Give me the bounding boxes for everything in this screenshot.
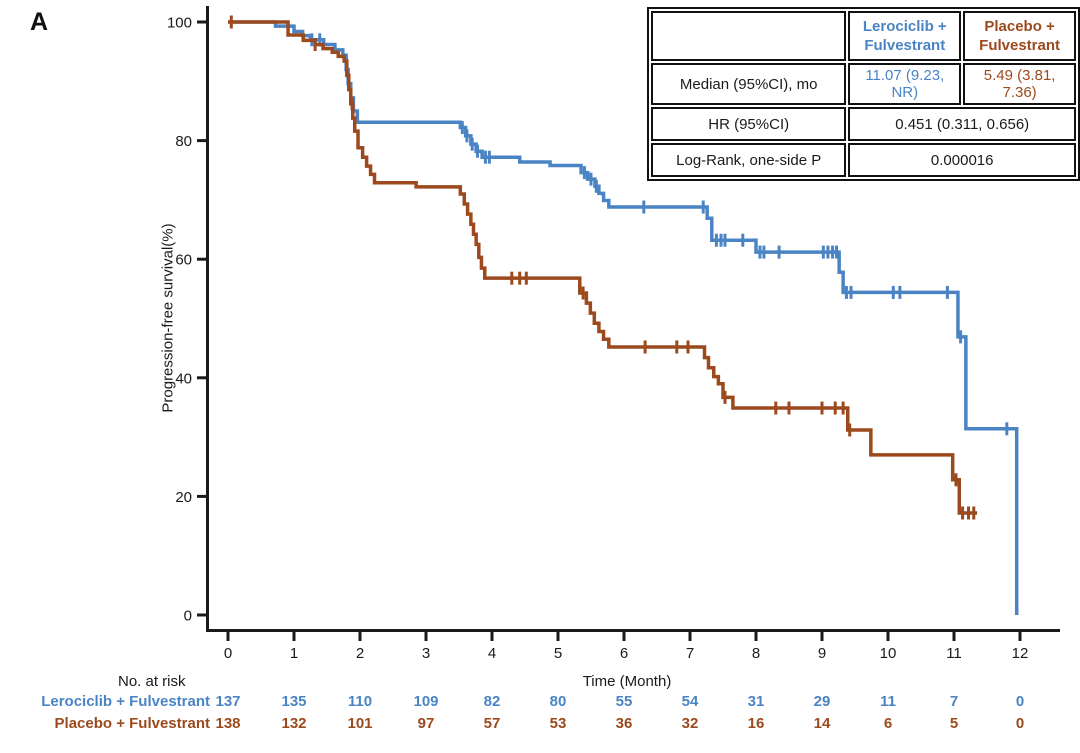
stats-logrank-row: Log-Rank, one-side P 0.000016	[651, 143, 1076, 177]
risk-count: 80	[549, 693, 567, 710]
risk-count: 14	[813, 715, 831, 732]
x-tick-label: 2	[356, 645, 364, 662]
y-axis-title: Progression-free survival(%)	[159, 223, 177, 413]
x-axis-title: Time (Month)	[582, 673, 672, 690]
stats-col-header-lerociclib: Lerociclib + Fulvestrant	[848, 11, 962, 61]
stats-header-row: Lerociclib + Fulvestrant Placebo + Fulve…	[651, 11, 1076, 61]
stats-col-lerociclib-line2: Fulvestrant	[864, 37, 946, 54]
x-tick-label: 0	[224, 645, 232, 662]
risk-count: 97	[417, 715, 435, 732]
risk-count: 82	[483, 693, 501, 710]
risk-count: 135	[281, 693, 307, 710]
risk-count: 7	[949, 693, 959, 710]
risk-count: 31	[747, 693, 765, 710]
y-axis: 0 20 40 60 80 100	[167, 6, 209, 632]
x-tick-label: 1	[290, 645, 298, 662]
x-tick-label: 11	[946, 645, 962, 662]
stats-logrank-value: 0.000016	[848, 143, 1076, 177]
risk-count: 32	[681, 715, 699, 732]
series-placebo	[228, 15, 978, 520]
risk-count: 29	[813, 693, 831, 710]
stats-empty-cell	[651, 11, 847, 61]
risk-count: 132	[281, 715, 307, 732]
y-tick-label: 40	[175, 370, 192, 387]
panel-label: A	[30, 8, 49, 36]
stats-col-lerociclib-line1: Lerociclib +	[862, 18, 947, 35]
risk-count: 11	[880, 693, 896, 710]
risk-row-label-lerociclib: Lerociclib + Fulvestrant	[41, 693, 210, 710]
stats-col-placebo-line1: Placebo +	[984, 18, 1055, 35]
x-tick-label: 4	[488, 645, 496, 662]
risk-count: 54	[681, 693, 699, 710]
risk-count: 55	[615, 693, 633, 710]
risk-count: 5	[949, 715, 959, 732]
x-tick-label: 12	[1012, 645, 1029, 662]
x-tick-label: 9	[818, 645, 826, 662]
stats-median-value-lerociclib: 11.07 (9.23, NR)	[848, 63, 962, 105]
stats-median-value-placebo: 5.49 (3.81, 7.36)	[963, 63, 1076, 105]
x-tick-label: 3	[422, 645, 430, 662]
x-tick-label: 8	[752, 645, 760, 662]
stats-hr-label: HR (95%CI)	[651, 107, 847, 141]
stats-col-placebo-line2: Fulvestrant	[979, 37, 1061, 54]
risk-count: 138	[215, 715, 241, 732]
risk-count: 101	[347, 715, 373, 732]
risk-count: 6	[883, 715, 893, 732]
x-tick-label: 6	[620, 645, 628, 662]
stats-table: Lerociclib + Fulvestrant Placebo + Fulve…	[647, 7, 1080, 181]
stats-median-label: Median (95%CI), mo	[651, 63, 847, 105]
risk-count: 53	[549, 715, 567, 732]
risk-table-header: No. at risk	[118, 673, 186, 690]
stats-logrank-label: Log-Rank, one-side P	[651, 143, 847, 177]
risk-row-label-placebo: Placebo + Fulvestrant	[54, 715, 210, 732]
y-tick-label: 0	[184, 608, 192, 625]
stats-hr-row: HR (95%CI) 0.451 (0.311, 0.656)	[651, 107, 1076, 141]
risk-count: 57	[483, 715, 501, 732]
risk-count: 110	[347, 693, 373, 710]
risk-count: 0	[1015, 715, 1025, 732]
stats-median-row: Median (95%CI), mo 11.07 (9.23, NR) 5.49…	[651, 63, 1076, 105]
risk-count: 109	[413, 693, 439, 710]
stats-col-header-placebo: Placebo + Fulvestrant	[963, 11, 1076, 61]
risk-count: 36	[615, 715, 633, 732]
x-tick-label: 7	[686, 645, 694, 662]
y-tick-label: 80	[175, 133, 192, 150]
x-tick-label: 10	[880, 645, 897, 662]
x-axis: 0 1 2 3 4 5 6 7 8 9 10 11 12	[206, 629, 1060, 662]
y-tick-label: 20	[175, 489, 192, 506]
risk-count: 16	[747, 715, 765, 732]
y-tick-label: 60	[175, 252, 192, 269]
x-tick-label: 5	[554, 645, 562, 662]
risk-count: 137	[215, 693, 241, 710]
y-tick-label: 100	[167, 15, 192, 32]
risk-count: 0	[1015, 693, 1025, 710]
stats-hr-value: 0.451 (0.311, 0.656)	[848, 107, 1076, 141]
